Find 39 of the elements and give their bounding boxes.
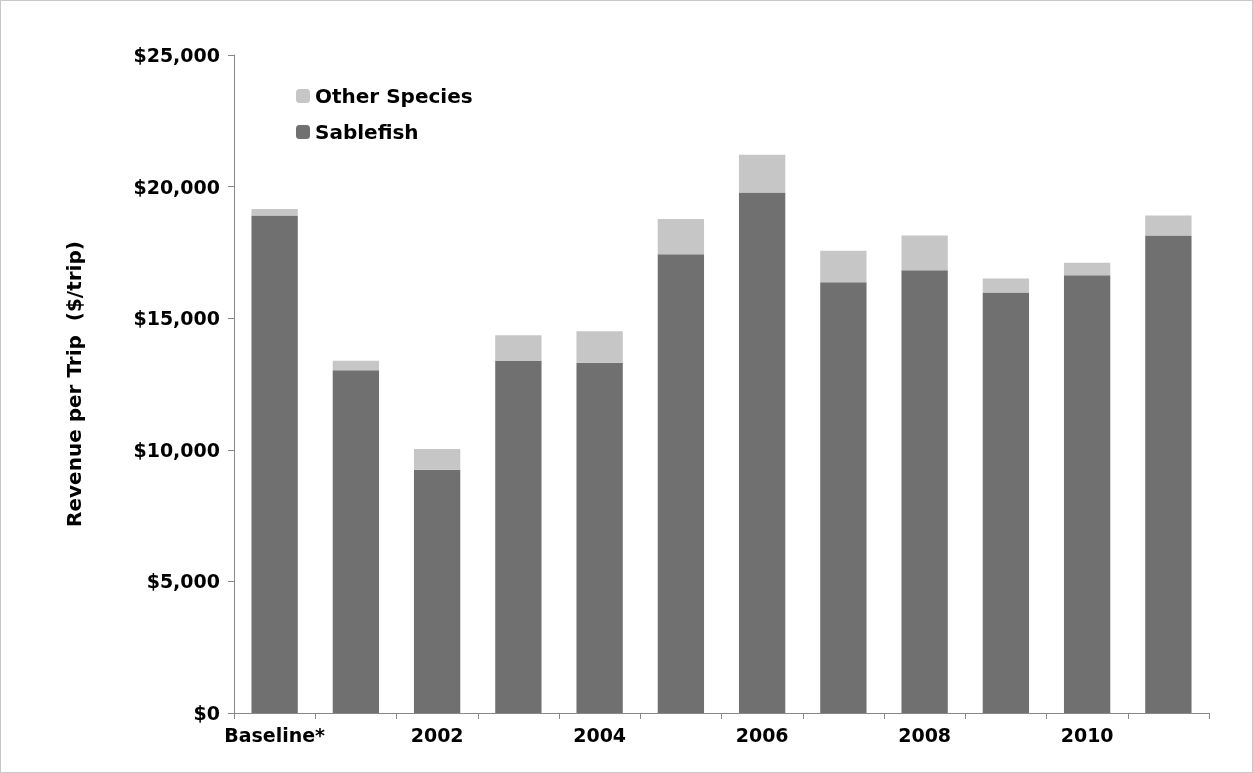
y-tick-label: $25,000 — [133, 44, 220, 66]
bar — [576, 331, 623, 363]
bar — [495, 335, 542, 362]
y-tick-label: $5,000 — [146, 570, 220, 593]
bar — [576, 362, 623, 713]
x-tick-label: 2010 — [1060, 723, 1114, 746]
y-tick-label: $20,000 — [133, 175, 220, 198]
bar — [251, 208, 298, 216]
bar — [982, 292, 1030, 713]
bar — [901, 235, 948, 271]
bar — [982, 278, 1030, 293]
bar — [1145, 235, 1192, 713]
x-tick-label: 2004 — [573, 723, 627, 746]
x-tick-label: 2008 — [898, 723, 952, 746]
bar — [1145, 215, 1192, 236]
bar — [413, 449, 461, 470]
x-tick-label: 2006 — [735, 723, 789, 746]
bar — [1063, 275, 1111, 713]
bar — [820, 250, 867, 283]
bar — [820, 282, 867, 713]
bar — [413, 469, 461, 713]
x-tick-label: Baseline* — [224, 723, 326, 746]
bar — [657, 218, 705, 255]
y-axis-title: Revenue per Trip ($/trip) — [62, 241, 86, 527]
bar — [332, 370, 380, 713]
bar — [738, 154, 786, 193]
legend-label: Other Species — [315, 84, 473, 108]
x-tick-label: 2002 — [410, 723, 464, 746]
y-tick-label: $10,000 — [133, 438, 220, 461]
y-tick-label: $15,000 — [133, 307, 220, 330]
bar — [332, 360, 380, 371]
legend-label: Sablefish — [315, 120, 419, 144]
bar — [901, 270, 948, 713]
y-tick-label: $0 — [193, 702, 220, 724]
bar — [1063, 262, 1111, 276]
bar — [495, 361, 542, 713]
bar — [251, 215, 298, 713]
bar — [738, 192, 786, 713]
bar — [657, 254, 705, 713]
